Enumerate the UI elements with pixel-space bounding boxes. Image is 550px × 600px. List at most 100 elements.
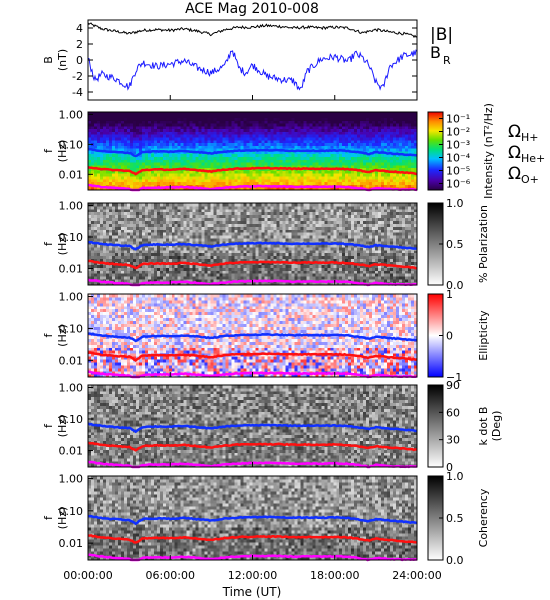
heatmap-cells <box>88 476 418 561</box>
y-tick-label: 1.00 <box>59 199 84 212</box>
x-tick-labels: 00:00:00 06:00:00 12:00:00 18:00:00 24:00:00 <box>63 95 442 582</box>
panel-spectrogram: 1.00 0.10 0.01 f (Hz) 10⁻¹10⁻²10⁻³10⁻⁴10⁻⁵10⁻… <box>42 103 545 199</box>
colorbar-label: (Deg) <box>490 411 503 442</box>
helium-gyrofrequency-line <box>87 165 418 176</box>
proton-gyrofrequency-line <box>88 332 418 343</box>
colorbar-tick-label: 0.0 <box>446 554 464 567</box>
proton-gyrofrequency-line <box>87 240 417 251</box>
y-axis-unit: (Hz) <box>56 140 69 163</box>
colorbar: 10⁻¹10⁻²10⁻³10⁻⁴10⁻⁵10⁻⁶ Intensity (nT²/H… <box>427 103 495 199</box>
y-tick-label: 0.01 <box>59 445 84 458</box>
y-axis-label: f <box>42 241 55 246</box>
colorbar: 1.0 0.5 0.0 % Polarization <box>427 197 490 292</box>
heatmap-cells <box>88 112 418 191</box>
colorbar-label: Coherency <box>477 488 490 547</box>
helium-gyrofrequency-line <box>87 534 418 544</box>
y-axis-unit: (Hz) <box>56 415 69 438</box>
colorbar-tick-label: 0 <box>446 330 453 343</box>
panel-polarization: 1.00 0.10 0.01 f (Hz) 1.0 0.5 0.0 % Polarization <box>42 197 490 292</box>
y-tick-label: 0.10 <box>59 322 84 335</box>
x-tick-label: 06:00:00 <box>146 569 195 582</box>
y-axis-label: f <box>42 423 55 428</box>
colorbar-tick-label: 10⁻⁴ <box>446 152 471 165</box>
y-tick-label: -2 <box>72 70 83 83</box>
y-tick-label: 0.10 <box>59 413 84 426</box>
x-tick-label: 18:00:00 <box>310 569 359 582</box>
colorbar: 90 60 30 0 k dot B (Deg) <box>427 379 503 474</box>
colorbar-tick-label: 10⁻³ <box>446 139 470 152</box>
colorbar-tick-label: 0.0 <box>446 279 464 292</box>
y-tick-label: -4 <box>72 86 83 99</box>
colorbar-tick-label: 10⁻¹ <box>446 113 470 126</box>
x-axis-label: Time (UT) <box>222 585 282 599</box>
y-tick-label: 0.01 <box>59 168 84 181</box>
legend-omega-symbol: Ω <box>508 122 521 142</box>
y-tick-label: 1.00 <box>59 381 84 394</box>
heatmap-cells <box>88 385 418 468</box>
helium-gyrofrequency-line <box>87 259 418 270</box>
chart-title: ACE Mag 2010-008 <box>185 1 319 17</box>
legend-btotal: |B| <box>430 25 453 45</box>
colorbar-tick-label: 10⁻⁶ <box>446 178 471 191</box>
panel-b-field: 420-2-4B (nT)|B|B R <box>42 19 453 101</box>
y-tick-label: 0.10 <box>59 505 84 518</box>
legend-omega-symbol: Ω <box>508 143 521 163</box>
y-tick-label: 0.01 <box>59 263 84 276</box>
colorbar-tick-label: 0.5 <box>446 512 464 525</box>
y-axis-unit: (Hz) <box>56 233 69 256</box>
helium-gyrofrequency-line <box>87 351 418 363</box>
panel-ellipticity: 1.00 0.10 0.01 f (Hz) 1 0 −1 Ellipticity <box>42 288 490 384</box>
y-axis-unit: (Hz) <box>56 324 69 347</box>
y-axis-label: f <box>42 332 55 337</box>
colorbar-scale <box>427 384 444 468</box>
legend-omega-symbol: Ω <box>508 164 521 184</box>
colorbar-label: % Polarization <box>477 205 490 283</box>
y-axis-unit: (Hz) <box>56 507 69 530</box>
colorbar-label: Ellipticity <box>477 310 490 361</box>
legend-br: B <box>430 43 441 62</box>
y-tick-label: 1.00 <box>59 108 84 121</box>
colorbar-tick-label: −1 <box>446 371 462 384</box>
legend-ion-label: O+ <box>521 173 539 186</box>
legend-ion-label: H+ <box>521 131 539 144</box>
helium-gyrofrequency-line <box>87 441 418 452</box>
y-tick-label: 4 <box>76 22 83 35</box>
colorbar-tick-label: 1 <box>446 288 453 301</box>
legend-br-subscript: R <box>443 54 451 67</box>
panel-coherency: 1.00 0.10 0.01 f (Hz) 1.0 0.5 0.0 Coherency <box>42 470 490 567</box>
x-axis: 00:00:00 06:00:00 12:00:00 18:00:00 24:00:00… <box>63 95 442 599</box>
y-axis-unit: (nT) <box>56 49 69 71</box>
proton-gyrofrequency-line <box>87 422 418 434</box>
colorbar-tick-label: 30 <box>446 434 460 447</box>
panel-kdotb: 1.00 0.10 0.01 f (Hz) 90 60 30 0 k dot B (Deg) <box>42 379 503 474</box>
colorbar-tick-label: 1.0 <box>446 197 464 210</box>
y-axis-label: f <box>42 515 55 520</box>
y-tick-label: 0.01 <box>59 354 84 367</box>
gyrofrequency-legend: Ω H+Ω He+Ω O+ <box>508 122 545 186</box>
series-line-btotal <box>87 22 418 39</box>
colorbar-label: Intensity (nT²/Hz) <box>482 103 495 199</box>
y-tick-label: 0 <box>76 54 83 67</box>
y-tick-label: 0.01 <box>59 537 84 550</box>
colorbar-scale <box>427 111 444 191</box>
colorbar-tick-label: 60 <box>446 406 460 419</box>
y-axis-label: B <box>42 56 55 64</box>
colorbar: 1.0 0.5 0.0 Coherency <box>427 470 490 567</box>
colorbar-label: k dot B <box>477 407 490 446</box>
colorbar-tick-label: 1.0 <box>446 470 464 483</box>
colorbar-tick-label: 90 <box>446 379 460 392</box>
y-tick-label: 0.10 <box>59 231 84 244</box>
colorbar-tick-label: 0.5 <box>446 238 464 251</box>
y-axis-label: f <box>42 148 55 153</box>
y-tick-label: 1.00 <box>59 291 84 304</box>
panels: 420-2-4B (nT)|B|B R1.000.100.01f (Hz)10⁻¹10… <box>42 19 545 567</box>
y-tick-label: 2 <box>76 38 83 51</box>
x-tick-label: 00:00:00 <box>63 569 112 582</box>
colorbar-tick-label: 10⁻⁵ <box>446 165 470 178</box>
x-tick-label: 12:00:00 <box>228 569 277 582</box>
x-tick-label: 24:00:00 <box>392 569 441 582</box>
colorbar-tick-label: 10⁻² <box>446 126 470 139</box>
y-tick-label: 0.10 <box>59 138 84 151</box>
proton-gyrofrequency-line <box>87 514 418 526</box>
